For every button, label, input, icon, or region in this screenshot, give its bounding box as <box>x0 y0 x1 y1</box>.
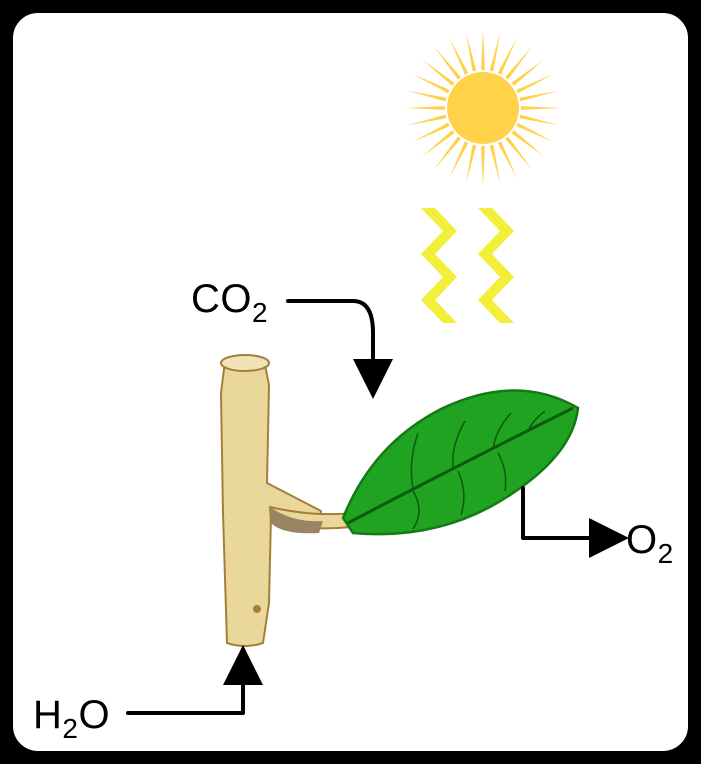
co2-sub: 2 <box>252 297 268 328</box>
sun-icon <box>405 30 561 186</box>
arrow-co2 <box>288 301 373 383</box>
h2o-sub: 2 <box>62 713 78 744</box>
arrow-o2 <box>523 488 613 538</box>
o2-sub: 2 <box>658 538 674 569</box>
h2o-o: O <box>78 693 110 737</box>
label-o2: O2 <box>626 518 674 563</box>
label-co2: CO2 <box>191 277 268 322</box>
arrow-h2o <box>128 661 243 713</box>
diagram-frame: CO2 O2 H2O <box>10 10 691 754</box>
label-h2o: H2O <box>33 693 110 738</box>
leaf <box>343 391 578 535</box>
co2-base: CO <box>191 277 252 321</box>
plant-stem <box>221 355 353 646</box>
o2-base: O <box>626 518 658 562</box>
h2o-h: H <box>33 693 62 737</box>
energy-rays <box>421 208 514 323</box>
diagram-canvas <box>13 13 688 751</box>
